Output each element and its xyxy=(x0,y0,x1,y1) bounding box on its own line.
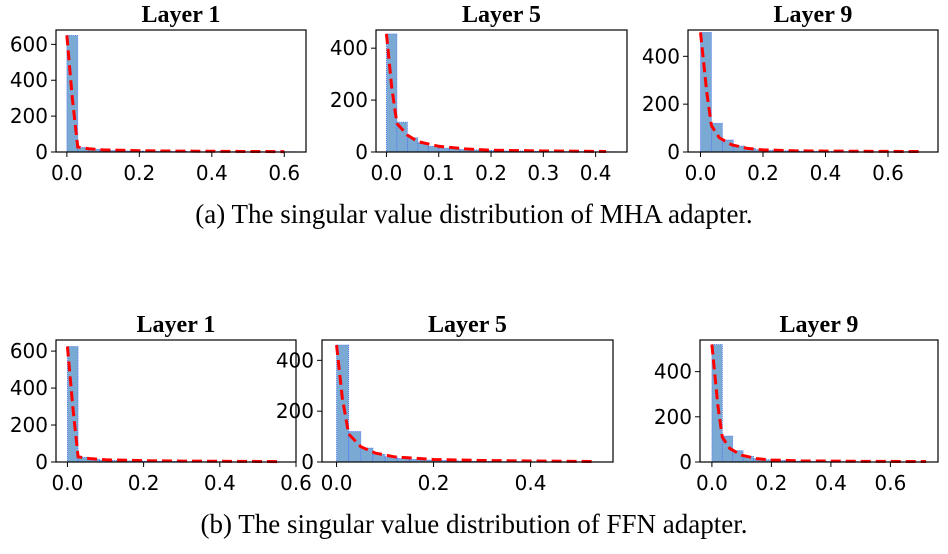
histogram-bar xyxy=(396,121,408,153)
panel-title: Layer 1 xyxy=(142,2,221,28)
panel-a-1: Layer 1 0.0 0.2 0.4 0.6 0 200 400 600 xyxy=(10,2,307,185)
caption-ffn: (b) The singular value distribution of F… xyxy=(200,509,748,539)
panel-b-3: Layer 9 0.0 0.2 0.4 0.6 0 200 400 xyxy=(654,312,939,495)
x-tick-label: 0.6 xyxy=(874,471,906,495)
plot-frame xyxy=(687,29,939,153)
x-tick-label: 0.2 xyxy=(418,471,450,495)
x-tick-label: 0.4 xyxy=(810,161,842,185)
y-tick-label: 0 xyxy=(667,140,680,164)
x-tick-label: 0.6 xyxy=(268,161,300,185)
y-tick-label: 200 xyxy=(654,405,692,429)
panel-b-2: Layer 5 0.0 0.2 0.4 0 200 400 xyxy=(276,312,614,495)
y-tick-label: 200 xyxy=(330,88,368,112)
histogram-bar xyxy=(406,137,419,153)
histogram-bar xyxy=(336,344,350,463)
y-tick-label: 0 xyxy=(679,450,692,474)
histogram-bar xyxy=(427,145,440,153)
fit-curve xyxy=(65,35,285,154)
y-tick-label: 0 xyxy=(355,140,368,164)
y-tick-label: 400 xyxy=(330,36,368,60)
plot-frame xyxy=(55,29,307,153)
fit-curve xyxy=(710,344,927,464)
y-tick-label: 400 xyxy=(10,68,48,92)
y-tick-label: 200 xyxy=(642,92,680,116)
x-tick-label: 0.2 xyxy=(755,471,787,495)
y-tick-label: 400 xyxy=(10,376,48,400)
y-tick-label: 400 xyxy=(276,348,314,372)
plot-frame xyxy=(55,339,297,463)
y-tick-label: 400 xyxy=(654,360,692,384)
histogram-bar xyxy=(742,455,754,463)
y-tick-label: 200 xyxy=(10,104,48,128)
x-tick-label: 0.0 xyxy=(696,471,728,495)
fit-curve xyxy=(335,344,594,463)
x-tick-label: 0.0 xyxy=(371,161,403,185)
x-tick-label: 0.0 xyxy=(685,161,717,185)
x-tick-label: 0.0 xyxy=(321,471,353,495)
x-tick-label: 0.3 xyxy=(527,161,559,185)
y-tick-label: 0 xyxy=(35,140,48,164)
histogram-bar xyxy=(711,344,723,463)
panel-title: Layer 5 xyxy=(428,312,507,338)
plot-frame xyxy=(699,339,939,463)
x-tick-label: 0.2 xyxy=(475,161,507,185)
fit-curve xyxy=(699,32,920,154)
x-tick-label: 0.2 xyxy=(128,471,160,495)
x-tick-label: 0.4 xyxy=(515,471,547,495)
x-tick-label: 0.4 xyxy=(580,161,612,185)
x-tick-label: 0.0 xyxy=(52,471,84,495)
y-tick-label: 200 xyxy=(10,413,48,437)
panel-title: Layer 5 xyxy=(462,2,541,28)
histogram-bar xyxy=(67,346,79,463)
histogram-bar xyxy=(469,149,481,153)
histogram-bar xyxy=(721,435,734,463)
panel-a-3: Layer 9 0.0 0.2 0.4 0.6 0 200 400 xyxy=(642,2,939,185)
histogram-bar xyxy=(763,459,775,463)
histogram-bar xyxy=(109,460,122,463)
y-tick-label: 600 xyxy=(10,32,48,56)
y-tick-label: 600 xyxy=(10,339,48,363)
y-tick-label: 400 xyxy=(642,44,680,68)
x-tick-label: 0.2 xyxy=(747,161,779,185)
y-tick-label: 0 xyxy=(35,450,48,474)
fit-curve xyxy=(384,33,607,153)
histogram-bar xyxy=(386,33,398,153)
plot-frame xyxy=(375,29,628,153)
histogram-bar xyxy=(372,453,386,463)
y-tick-label: 200 xyxy=(276,399,314,423)
x-tick-label: 0.4 xyxy=(196,161,228,185)
x-tick-label: 0.1 xyxy=(423,161,455,185)
panel-title: Layer 9 xyxy=(774,2,853,28)
x-tick-label: 0.6 xyxy=(280,471,312,495)
x-tick-label: 0.6 xyxy=(872,161,904,185)
caption-mha: (a) The singular value distribution of M… xyxy=(195,199,753,229)
x-tick-label: 0.4 xyxy=(204,471,236,495)
y-tick-label: 0 xyxy=(301,450,314,474)
x-tick-label: 0.2 xyxy=(123,161,155,185)
x-tick-label: 0.4 xyxy=(815,471,847,495)
plot-frame xyxy=(321,339,614,463)
histogram-bar xyxy=(711,122,723,153)
panel-a-2: Layer 5 0.0 0.1 0.2 0.3 0.4 0 200 400 xyxy=(330,2,628,185)
x-tick-label: 0.0 xyxy=(51,161,83,185)
panel-title: Layer 9 xyxy=(780,312,859,338)
panel-title: Layer 1 xyxy=(137,312,216,338)
fit-curve xyxy=(65,346,281,464)
